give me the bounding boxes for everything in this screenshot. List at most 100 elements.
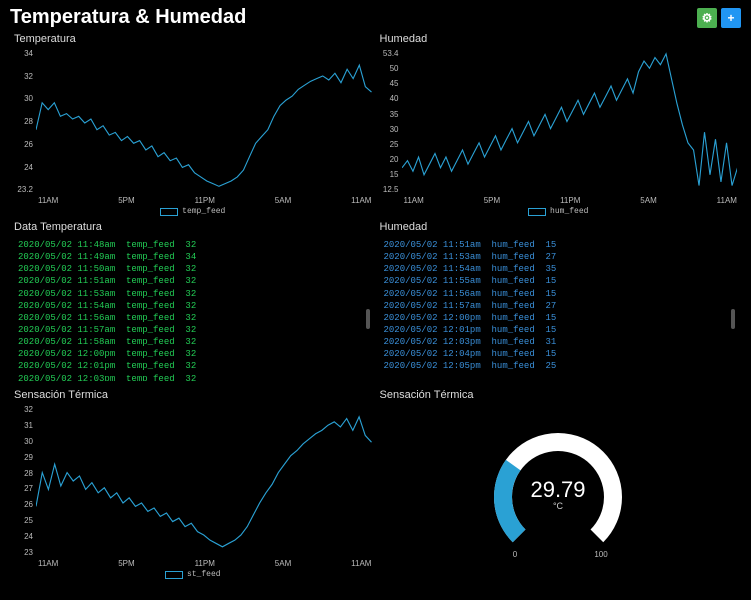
plot-area [36,49,372,194]
y-tick: 29 [14,453,33,462]
stream-row: 2020/05/02 11:51am temp_feed 32 [18,275,372,287]
stream-row: 2020/05/02 11:50am temp_feed 32 [18,263,372,275]
stream-row: 2020/05/02 12:03pm hum_feed 31 [384,336,738,348]
chart-sensacion[interactable]: 32313029282726252423 11AM5PM11PM5AM11AM … [14,405,372,579]
panel-st-chart: Sensación Térmica 32 31 30 29 28 27 26 25 24 23 1… [14,389,372,579]
header: Temperatura & Humedad ⚙ + [0,0,751,33]
legend: temp_feed [14,207,372,216]
header-buttons: ⚙ + [697,8,741,28]
legend-swatch [160,208,178,216]
series-line [36,417,372,547]
legend: st_feed [14,570,372,579]
x-tick: 5PM [118,559,134,568]
x-axis: 11AM5PM11PM5AM11AM [380,194,738,205]
y-tick: 31 [14,421,33,430]
y-tick: 34 [14,49,33,58]
stream-row: 2020/05/02 11:57am temp_feed 32 [18,324,372,336]
plot-area [36,405,372,557]
x-tick: 5PM [118,196,134,205]
y-tick: 32 [14,72,33,81]
y-tick: 40 [380,94,399,103]
x-tick: 5AM [640,196,656,205]
stream-row: 2020/05/02 11:54am temp_feed 32 [18,300,372,312]
series-line [402,54,738,186]
stream-row: 2020/05/02 12:00pm temp_feed 32 [18,348,372,360]
y-tick: 45 [380,79,399,88]
y-tick: 25 [14,516,33,525]
panel-temp-stream: Data Temperatura 2020/05/02 11:48am temp… [14,221,372,381]
legend-label: temp_feed [182,207,225,216]
stream-row: 2020/05/02 11:56am temp_feed 32 [18,312,372,324]
chart-temperatura[interactable]: 34323028262423.2 11AM5PM11PM5AM11AM temp… [14,49,372,216]
y-tick: 53.4 [380,49,399,58]
gauge-value: 29.79 [531,477,586,502]
panel-title: Sensación Térmica [14,389,372,401]
stream-row: 2020/05/02 11:49am temp_feed 34 [18,251,372,263]
gauge-sensacion[interactable]: 29.79 °C 0 100 [380,405,738,579]
y-tick: 35 [380,110,399,119]
y-tick: 50 [380,64,399,73]
x-tick: 11AM [38,196,58,205]
stream-row: 2020/05/02 12:03pm temp_feed 32 [18,373,372,381]
y-tick: 23 [14,548,33,557]
x-tick: 11AM [351,196,371,205]
y-tick: 25 [380,140,399,149]
y-tick: 30 [380,125,399,134]
x-tick: 11PM [195,196,215,205]
y-tick: 30 [14,94,33,103]
panel-st-gauge: Sensación Térmica 29.79 °C 0 100 [380,389,738,579]
gauge-max: 100 [595,550,609,559]
y-axis: 32 31 30 29 28 27 26 25 24 23 [14,405,36,557]
x-axis: 11AM 5PM 11PM 5AM 11AM [14,194,372,205]
settings-button[interactable]: ⚙ [697,8,717,28]
panel-hum-stream: Humedad 2020/05/02 11:51am hum_feed 1520… [380,221,738,381]
y-tick: 30 [14,437,33,446]
stream-row: 2020/05/02 12:05pm hum_feed 25 [384,360,738,372]
gauge-unit: °C [553,501,564,511]
y-tick: 26 [14,140,33,149]
panel-temp-chart: Temperatura 34323028262423.2 11AM5PM11PM… [14,33,372,213]
plus-icon: + [727,11,734,25]
stream-row: 2020/05/02 12:01pm temp_feed 32 [18,360,372,372]
y-tick: 24 [14,163,33,172]
y-tick: 26 [14,500,33,509]
y-axis: 34323028262423.2 [14,49,36,194]
chart-humedad[interactable]: 53.4504540353025201512.5 11AM5PM11PM5AM1… [380,49,738,216]
dashboard-grid: Temperatura 34 32 30 28 26 24 23.2 11AM 5PM 11PM… [0,33,751,589]
y-tick: 28 [14,469,33,478]
stream-row: 2020/05/02 11:54am hum_feed 35 [384,263,738,275]
stream-row: 2020/05/02 12:00pm hum_feed 15 [384,312,738,324]
stream-row: 2020/05/02 11:53am temp_feed 32 [18,288,372,300]
y-tick: 24 [14,532,33,541]
x-tick: 5AM [275,196,291,205]
gear-icon: ⚙ [702,11,713,25]
stream-temperatura[interactable]: 2020/05/02 11:48am temp_feed 322020/05/0… [14,237,372,381]
stream-row: 2020/05/02 11:57am hum_feed 27 [384,300,738,312]
gauge-min: 0 [513,550,518,559]
panel-title: Temperatura [14,33,372,45]
x-tick: 11AM [404,196,424,205]
scrollbar-handle[interactable] [731,309,735,329]
y-tick: 15 [380,170,399,179]
plot-area [402,49,738,194]
y-tick: 23.2 [14,185,33,194]
legend: hum_feed [380,207,738,216]
x-tick: 11AM [38,559,58,568]
stream-row: 2020/05/02 11:56am hum_feed 15 [384,288,738,300]
stream-humedad[interactable]: 2020/05/02 11:51am hum_feed 15 2020/05/02… [380,237,738,381]
legend-label: st_feed [187,570,221,579]
x-axis: 11AM5PM11PM5AM11AM [14,557,372,568]
y-axis: 53.4504540353025201512.5 [380,49,402,194]
legend-label: hum_feed [550,207,588,216]
legend-swatch [165,571,183,579]
stream-row: 2020/05/02 11:51am hum_feed 15 [384,239,738,251]
page-title: Temperatura & Humedad [10,6,246,29]
stream-row: 2020/05/02 11:48am temp_feed 32 [18,239,372,251]
y-tick: 12.5 [380,185,399,194]
x-tick: 5AM [275,559,291,568]
add-button[interactable]: + [721,8,741,28]
y-tick: 27 [14,484,33,493]
y-tick: 32 [14,405,33,414]
scrollbar-handle[interactable] [366,309,370,329]
panel-title: Data Temperatura [14,221,372,233]
